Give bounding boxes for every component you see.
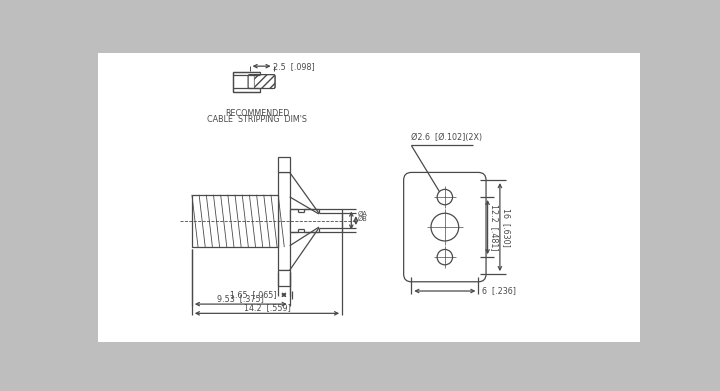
Bar [278,172,289,270]
Text: Ø2.6  [Ø.102](2X): Ø2.6 [Ø.102](2X) [411,133,482,142]
Bar [278,157,289,172]
FancyBboxPatch shape [248,75,275,88]
Text: ØB: ØB [357,215,367,222]
Bar [192,195,278,247]
Text: 16  [.630]: 16 [.630] [503,208,511,247]
Text: ØA: ØA [357,211,367,217]
Circle shape [431,213,459,241]
Text: RECOMMENDED: RECOMMENDED [225,109,289,118]
Text: 2.5  [.098]: 2.5 [.098] [273,62,315,71]
Bar [289,209,342,233]
Text: 6  [.236]: 6 [.236] [482,287,516,296]
Text: CABLE  STRIPPING  DIM'S: CABLE STRIPPING DIM'S [207,115,307,124]
Text: 14.2  [.559]: 14.2 [.559] [243,303,290,312]
Text: 1.65  [.065]: 1.65 [.065] [230,291,276,300]
Bar [278,270,289,285]
FancyBboxPatch shape [404,172,486,282]
Circle shape [437,249,453,265]
Text: 9.53  [.375]: 9.53 [.375] [217,294,264,303]
Bar [233,72,260,91]
Circle shape [437,189,453,205]
Text: 12.2  [.481]: 12.2 [.481] [490,204,499,250]
